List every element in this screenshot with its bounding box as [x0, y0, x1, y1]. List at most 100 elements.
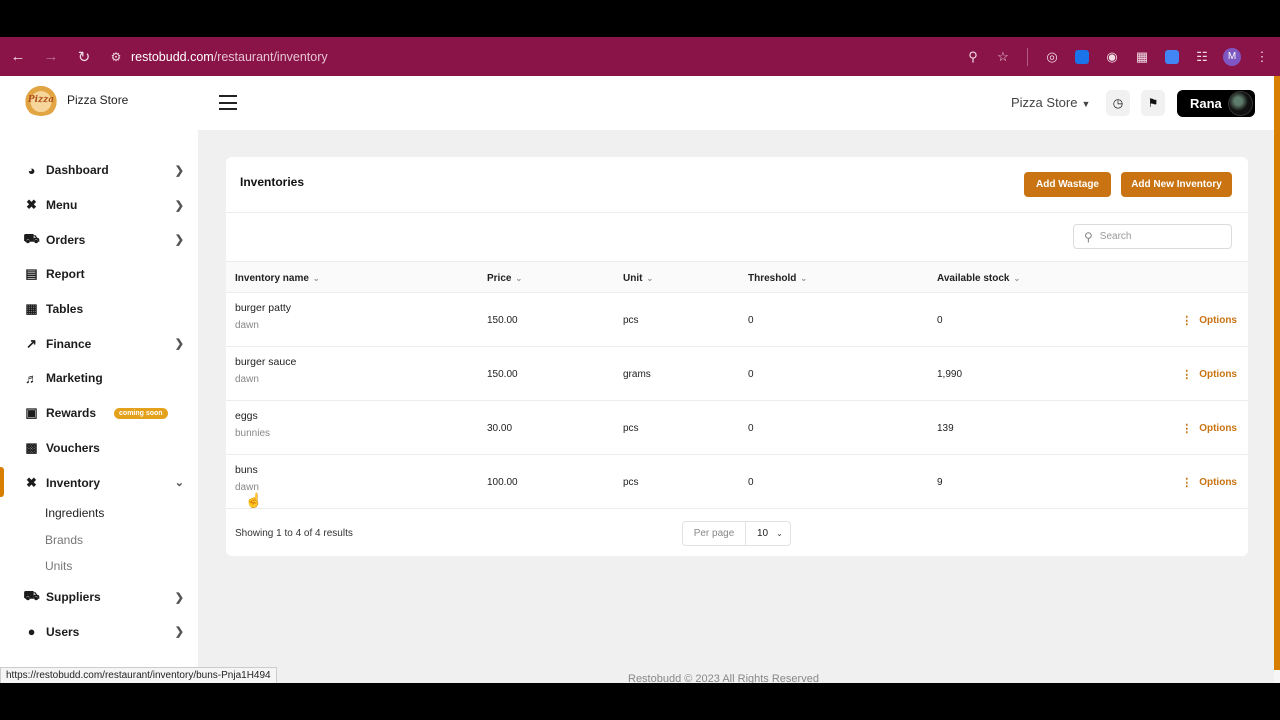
options-button[interactable]: ⋮ Options: [1181, 369, 1237, 381]
zoom-icon[interactable]: ⚲: [968, 48, 978, 64]
sidebar-menu: ◕ Dashboard ❯ ✖ Menu ❯ ⛟ Orders ❯ ▤ Repo…: [0, 153, 198, 649]
extension-grid-icon[interactable]: ▦: [1135, 48, 1149, 64]
kebab-menu-icon: ⋮: [1181, 477, 1193, 489]
inventory-threshold: 0: [748, 315, 754, 326]
utensils-icon: ✖: [26, 474, 37, 490]
brand[interactable]: Pizza Pizza Store: [22, 84, 128, 116]
chevron-right-icon: ❯: [174, 164, 184, 177]
extension-circle-icon[interactable]: ◎: [1046, 48, 1058, 64]
pizza-logo: Pizza: [22, 84, 60, 116]
hamburger-menu-icon[interactable]: [219, 95, 237, 110]
sidebar-item-vouchers[interactable]: ▩ Vouchers: [0, 431, 198, 466]
search-box[interactable]: ⚲: [1073, 224, 1232, 249]
per-page-value: 10: [757, 528, 769, 539]
inventory-price: 150.00: [487, 315, 518, 326]
column-price[interactable]: Price ⌄: [487, 273, 523, 284]
sidebar-item-label: Rewards: [46, 406, 97, 421]
table-row[interactable]: buns dawn 100.00 pcs 0 9 ⋮ Options: [226, 455, 1248, 509]
extension-globe-icon[interactable]: ◉: [1106, 48, 1118, 64]
toolbar-divider: [1027, 47, 1028, 66]
url-path: /restaurant/inventory: [213, 49, 328, 64]
sort-chevron-icon: ⌄: [312, 274, 320, 283]
add-wastage-button[interactable]: Add Wastage: [1024, 172, 1111, 197]
table-header: Inventory name ⌄ Price ⌄ Unit ⌄ Threshold ⌄ …: [226, 261, 1248, 293]
table-row[interactable]: burger sauce dawn 150.00 grams 0 1,990 ⋮…: [226, 347, 1248, 401]
page-scrollbar[interactable]: [1274, 76, 1280, 683]
sidebar-item-label: Marketing: [46, 371, 103, 386]
sidebar-item-report[interactable]: ▤ Report: [0, 257, 198, 292]
inventory-threshold: 0: [748, 423, 754, 434]
sidebar-item-rewards[interactable]: ▣ Rewards coming soon: [0, 396, 198, 431]
sidebar-subitem-brands[interactable]: Brands: [45, 532, 84, 547]
sidebar-item-label: Tables: [46, 302, 84, 317]
profile-button[interactable]: M: [1220, 45, 1244, 69]
screen-letterbox-top: [0, 0, 1280, 37]
inventory-unit: pcs: [623, 423, 639, 434]
back-button[interactable]: ←: [10, 48, 26, 65]
extensions-puzzle-icon[interactable]: ☷: [1196, 48, 1208, 64]
table-row[interactable]: burger patty dawn 150.00 pcs 0 0 ⋮ Option…: [226, 293, 1248, 347]
table-row[interactable]: eggs bunnies 30.00 pcs 0 139 ⋮ Options: [226, 401, 1248, 455]
column-available-stock[interactable]: Available stock ⌄: [937, 273, 1021, 284]
trend-icon: ↗: [26, 335, 37, 351]
inventory-stock: 1,990: [937, 369, 963, 380]
sidebar-item-suppliers[interactable]: ⛟ Suppliers ❯: [0, 580, 198, 615]
sidebar-item-users[interactable]: ● Users ❯: [0, 614, 198, 649]
sidebar-item-tables[interactable]: ▦ Tables: [0, 292, 198, 327]
sidebar-item-finance[interactable]: ↗ Finance ❯: [0, 326, 198, 361]
gift-icon: ▣: [25, 405, 38, 421]
bookmark-star-icon[interactable]: ☆: [997, 48, 1009, 64]
extension-gear-icon[interactable]: [1160, 45, 1184, 69]
column-threshold[interactable]: Threshold ⌄: [748, 273, 808, 284]
screen-letterbox-bottom: [0, 683, 1280, 720]
browser-menu-icon[interactable]: ⋮: [1255, 48, 1269, 64]
mouse-pointer-icon: ☝: [245, 492, 263, 508]
column-inventory-name[interactable]: Inventory name ⌄: [235, 273, 320, 284]
address-bar[interactable]: restobudd.com/restaurant/inventory: [131, 50, 328, 64]
app-root: Pizza Pizza Store ◕ Dashboard ❯ ✖ Menu ❯…: [0, 76, 1280, 683]
options-button[interactable]: ⋮ Options: [1181, 315, 1237, 327]
link-status-bar: https://restobudd.com/restaurant/invento…: [0, 667, 277, 684]
caret-down-icon: ▼: [1081, 99, 1091, 109]
options-button[interactable]: ⋮ Options: [1181, 423, 1237, 435]
site-settings-icon[interactable]: ⚙: [110, 49, 122, 64]
inventory-brand: bunnies: [235, 428, 271, 439]
extension-translate-icon[interactable]: [1070, 45, 1094, 69]
inventory-stock: 139: [937, 423, 954, 434]
inventory-brand: dawn: [235, 482, 259, 493]
search-input[interactable]: [1099, 231, 1210, 242]
inventory-unit: pcs: [623, 477, 639, 488]
sidebar-item-orders[interactable]: ⛟ Orders ❯: [0, 222, 198, 257]
avatar: [1228, 91, 1253, 116]
sidebar-subitem-ingredients[interactable]: Ingredients: [45, 506, 105, 521]
user-menu[interactable]: Rana: [1177, 90, 1255, 117]
sidebar-item-dashboard[interactable]: ◕ Dashboard ❯: [0, 153, 198, 188]
bell-icon[interactable]: ⚑: [1141, 90, 1165, 116]
sidebar-item-inventory[interactable]: ✖ Inventory ⌄: [0, 465, 198, 500]
column-unit[interactable]: Unit ⌄: [623, 273, 654, 284]
sort-chevron-icon: ⌄: [1013, 274, 1021, 283]
sidebar-item-menu[interactable]: ✖ Menu ❯: [0, 188, 198, 223]
store-selector-label: Pizza Store: [1011, 95, 1078, 110]
top-bar: Pizza Store ▼ ◷ ⚑ Rana: [198, 76, 1274, 130]
sidebar-item-marketing[interactable]: ♬ Marketing: [0, 361, 198, 396]
forward-button[interactable]: →: [43, 48, 59, 65]
kebab-menu-icon: ⋮: [1181, 369, 1193, 381]
per-page-select[interactable]: Per page 10 ⌄: [682, 521, 791, 546]
kebab-menu-icon: ⋮: [1181, 423, 1193, 435]
chevron-right-icon: ❯: [174, 626, 184, 639]
inventory-price: 30.00: [487, 423, 513, 434]
clock-icon[interactable]: ◷: [1106, 90, 1130, 116]
inventories-card: Inventories Add Wastage Add New Inventor…: [226, 157, 1248, 556]
sidebar-item-label: Users: [46, 624, 80, 639]
sort-chevron-icon: ⌄: [515, 274, 523, 283]
reload-button[interactable]: ↻: [77, 48, 91, 66]
page-title: Inventories: [240, 175, 305, 189]
inventory-threshold: 0: [748, 369, 754, 380]
inventory-brand: dawn: [235, 320, 259, 331]
scrollbar-thumb[interactable]: [1274, 76, 1280, 670]
options-button[interactable]: ⋮ Options: [1181, 477, 1237, 489]
add-new-inventory-button[interactable]: Add New Inventory: [1121, 172, 1232, 197]
store-selector[interactable]: Pizza Store ▼: [1011, 95, 1090, 110]
sidebar-subitem-units[interactable]: Units: [45, 559, 73, 574]
